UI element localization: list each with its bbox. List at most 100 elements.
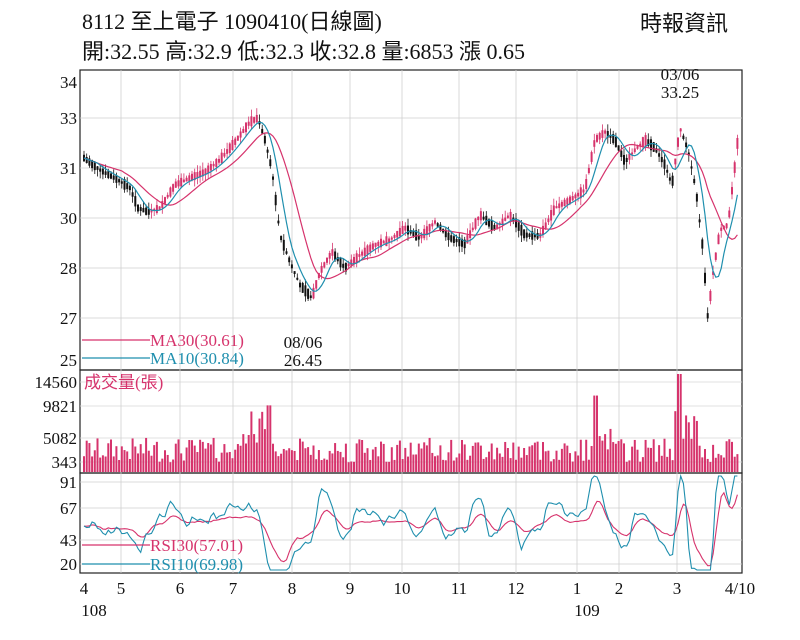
volume-bar (180, 453, 183, 472)
volume-bar (323, 458, 326, 472)
volume-bar (604, 434, 607, 472)
volume-bar (401, 459, 404, 472)
volume-bar (215, 458, 218, 472)
volume-bar (585, 439, 588, 472)
volume-bar (104, 456, 107, 472)
year-label: 109 (574, 601, 600, 620)
legends: MA30(30.61)MA10(30.84) RSI30(57.01)RSI10(… (82, 331, 244, 574)
candle-body (409, 230, 412, 234)
volume-bars (83, 374, 739, 472)
candle-body (698, 219, 701, 223)
candle-body (172, 184, 175, 192)
volume-bar (496, 447, 499, 472)
candle-body (177, 180, 180, 187)
month-tick-label: 7 (229, 579, 238, 598)
candle-body (236, 135, 239, 141)
volume-bar (93, 450, 96, 472)
volume-bar (112, 456, 115, 472)
candle-body (593, 140, 596, 147)
candle-body (533, 234, 536, 238)
volume-bar (463, 444, 466, 472)
candle-body (444, 229, 447, 238)
volume-bar (269, 405, 272, 472)
candle-body (520, 224, 523, 236)
volume-bar (280, 453, 283, 472)
volume-bar (150, 455, 153, 472)
candle-body (496, 224, 499, 228)
ma30-legend-label: MA30(30.61) (150, 331, 244, 350)
volume-bar (158, 461, 161, 472)
volume-bar (636, 449, 639, 472)
volume-bar (458, 453, 461, 472)
candle-body (623, 154, 625, 165)
candle-body (396, 231, 399, 238)
candle-body (579, 187, 582, 199)
volume-bar (161, 458, 164, 472)
candle-body (110, 173, 112, 179)
volume-bar (617, 441, 620, 472)
candle-body (504, 217, 507, 221)
volume-bar (153, 445, 156, 472)
volume-bar (706, 458, 709, 472)
candle-body (474, 218, 477, 229)
candle-body (650, 139, 652, 151)
candle-body (677, 137, 679, 147)
volume-tick-label: 14560 (35, 373, 78, 392)
volume-bar (682, 438, 685, 472)
candle-body (455, 239, 458, 243)
candle-body (128, 185, 131, 191)
candle-body (147, 208, 150, 215)
candle-body (307, 288, 310, 299)
volume-bar (115, 446, 118, 472)
volume-bar (174, 443, 177, 472)
volume-bar (99, 457, 102, 472)
candle-body (88, 158, 91, 166)
candle-body (506, 215, 509, 219)
volume-bar (509, 458, 512, 472)
volume-bar (647, 447, 650, 472)
candle-body (509, 211, 512, 220)
volume-bar (663, 438, 666, 472)
candle-body (301, 282, 304, 293)
rsi-y-axis: 91 67 43 20 (60, 473, 78, 574)
volume-bar (512, 442, 515, 472)
volume-bar (196, 452, 199, 472)
volume-bar (501, 456, 504, 472)
candle-body (582, 189, 585, 193)
candle-body (123, 179, 126, 190)
candle-body (166, 194, 169, 198)
candle-body (706, 313, 709, 319)
volume-bar (685, 415, 688, 472)
volume-bar (380, 441, 382, 472)
candle-body (150, 209, 153, 213)
volume-bar (601, 440, 604, 472)
candle-body (185, 177, 188, 182)
volume-bar (218, 461, 220, 472)
volume-bar (525, 455, 528, 472)
volume-bar (223, 444, 226, 472)
volume-bar (336, 450, 339, 472)
candle-body (641, 137, 644, 148)
volume-bar (317, 450, 320, 472)
candle-body (693, 178, 696, 184)
candle-body (420, 234, 423, 239)
candle-body (658, 153, 661, 157)
candle-body (542, 225, 544, 235)
candle-body (261, 128, 264, 134)
volume-bar (164, 450, 166, 472)
volume-bar (245, 443, 247, 472)
volume-bar (536, 441, 539, 472)
candle-body (382, 240, 385, 244)
volume-bar (309, 454, 312, 472)
candle-body (687, 152, 690, 156)
volume-bar (720, 455, 723, 472)
volume-bar (504, 441, 507, 472)
candle-body (701, 239, 704, 249)
volume-bar (490, 443, 493, 472)
volume-bar (361, 440, 364, 472)
volume-bar (258, 418, 261, 472)
volume-bar (404, 447, 407, 472)
candle-body (344, 262, 347, 272)
candle-body (280, 235, 283, 241)
candle-body (120, 181, 123, 184)
